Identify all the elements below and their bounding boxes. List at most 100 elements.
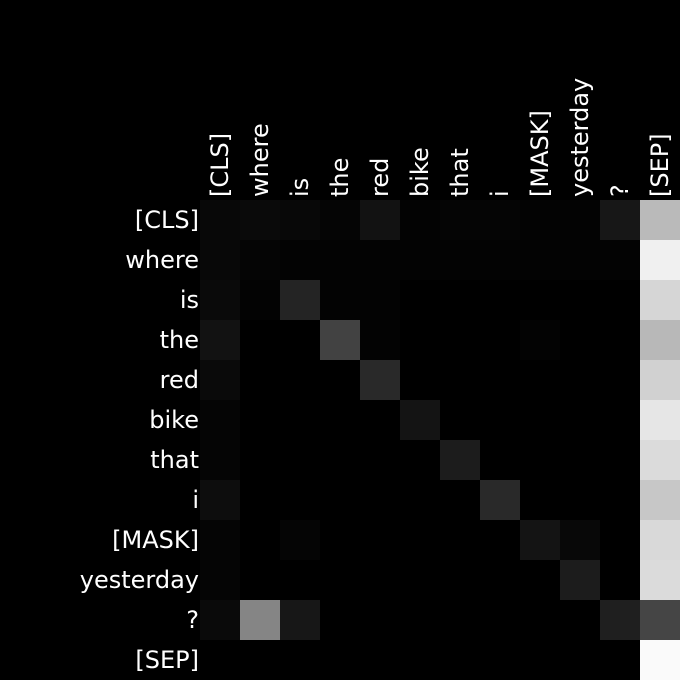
heatmap-cell-10-5 [400, 600, 440, 640]
x-tick-label: the [326, 158, 354, 197]
heatmap-cell-5-1 [240, 400, 280, 440]
y-tick-label: is [180, 286, 199, 314]
heatmap-cell-6-11 [640, 440, 680, 480]
heatmap-cell-2-2 [280, 280, 320, 320]
heatmap-cell-9-5 [400, 560, 440, 600]
heatmap-cell-5-8 [520, 400, 560, 440]
y-tick-label: [CLS] [135, 206, 199, 234]
heatmap-cell-9-2 [280, 560, 320, 600]
heatmap-cell-3-6 [440, 320, 480, 360]
heatmap-cell-9-9 [560, 560, 600, 600]
heatmap-cell-11-5 [400, 640, 440, 680]
heatmap-cell-2-4 [360, 280, 400, 320]
heatmap-cell-5-6 [440, 400, 480, 440]
heatmap-cell-10-4 [360, 600, 400, 640]
heatmap-cell-4-10 [600, 360, 640, 400]
y-tick-label: [MASK] [112, 526, 199, 554]
heatmap-cell-11-8 [520, 640, 560, 680]
heatmap-cell-11-11 [640, 640, 680, 680]
heatmap-cell-8-9 [560, 520, 600, 560]
heatmap-cell-1-3 [320, 240, 360, 280]
heatmap-cell-8-11 [640, 520, 680, 560]
heatmap-cell-4-1 [240, 360, 280, 400]
y-tick-label: red [160, 366, 199, 394]
heatmap-cell-5-9 [560, 400, 600, 440]
heatmap-cell-11-7 [480, 640, 520, 680]
heatmap-cell-8-6 [440, 520, 480, 560]
heatmap-cell-9-3 [320, 560, 360, 600]
heatmap-cell-1-6 [440, 240, 480, 280]
heatmap-cell-5-11 [640, 400, 680, 440]
heatmap-cell-2-7 [480, 280, 520, 320]
heatmap-cell-9-7 [480, 560, 520, 600]
heatmap-cell-1-1 [240, 240, 280, 280]
heatmap-cell-10-6 [440, 600, 480, 640]
heatmap-cell-10-3 [320, 600, 360, 640]
heatmap-cell-4-4 [360, 360, 400, 400]
x-tick-label: ? [606, 184, 634, 197]
heatmap-cell-5-3 [320, 400, 360, 440]
heatmap-cell-10-10 [600, 600, 640, 640]
y-axis-labels: [CLS] where is the red bike that i [MASK] yesterd… [80, 206, 199, 674]
heatmap-cell-1-9 [560, 240, 600, 280]
heatmap-cell-4-11 [640, 360, 680, 400]
heatmap-cell-10-7 [480, 600, 520, 640]
heatmap-cell-1-7 [480, 240, 520, 280]
heatmap-cell-2-11 [640, 280, 680, 320]
heatmap-cell-6-3 [320, 440, 360, 480]
x-tick-label: that [446, 148, 474, 197]
heatmap-cell-1-0 [200, 240, 240, 280]
x-tick-label: [SEP] [646, 133, 674, 197]
heatmap-cell-11-1 [240, 640, 280, 680]
heatmap-cell-7-0 [200, 480, 240, 520]
heatmap-cell-8-1 [240, 520, 280, 560]
heatmap-cell-6-7 [480, 440, 520, 480]
heatmap-cell-6-1 [240, 440, 280, 480]
heatmap-cell-6-6 [440, 440, 480, 480]
y-tick-label: where [125, 246, 199, 274]
heatmap-cell-11-9 [560, 640, 600, 680]
heatmap-cell-7-2 [280, 480, 320, 520]
heatmap-cell-0-6 [440, 200, 480, 240]
heatmap-cells [200, 200, 680, 680]
heatmap-cell-11-4 [360, 640, 400, 680]
heatmap-cell-3-11 [640, 320, 680, 360]
x-tick-label: where [246, 123, 274, 197]
heatmap-cell-6-5 [400, 440, 440, 480]
heatmap-cell-6-8 [520, 440, 560, 480]
heatmap-cell-9-11 [640, 560, 680, 600]
heatmap-cell-3-1 [240, 320, 280, 360]
heatmap-cell-8-0 [200, 520, 240, 560]
heatmap-cell-11-10 [600, 640, 640, 680]
heatmap-cell-10-2 [280, 600, 320, 640]
heatmap-cell-8-5 [400, 520, 440, 560]
heatmap-cell-0-11 [640, 200, 680, 240]
heatmap-cell-0-8 [520, 200, 560, 240]
heatmap-cell-6-2 [280, 440, 320, 480]
heatmap-cell-1-10 [600, 240, 640, 280]
heatmap-cell-4-3 [320, 360, 360, 400]
heatmap-cell-3-10 [600, 320, 640, 360]
heatmap-cell-3-0 [200, 320, 240, 360]
heatmap-cell-4-7 [480, 360, 520, 400]
heatmap-cell-7-8 [520, 480, 560, 520]
heatmap-cell-1-11 [640, 240, 680, 280]
heatmap-cell-4-9 [560, 360, 600, 400]
x-tick-label: [CLS] [206, 133, 234, 197]
heatmap-cell-2-8 [520, 280, 560, 320]
heatmap-cell-2-5 [400, 280, 440, 320]
heatmap-cell-5-4 [360, 400, 400, 440]
heatmap-cell-7-5 [400, 480, 440, 520]
heatmap-cell-1-2 [280, 240, 320, 280]
x-tick-label: [MASK] [526, 110, 554, 197]
heatmap-cell-7-11 [640, 480, 680, 520]
heatmap-cell-6-0 [200, 440, 240, 480]
heatmap-cell-0-1 [240, 200, 280, 240]
heatmap-cell-9-0 [200, 560, 240, 600]
heatmap-cell-8-8 [520, 520, 560, 560]
y-tick-label: the [160, 326, 199, 354]
heatmap-cell-3-4 [360, 320, 400, 360]
heatmap-cell-5-2 [280, 400, 320, 440]
heatmap-cell-5-0 [200, 400, 240, 440]
